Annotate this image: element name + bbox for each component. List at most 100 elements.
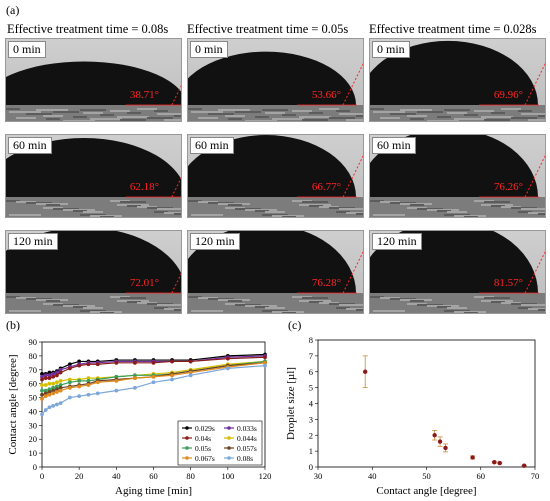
data-point [114, 378, 119, 383]
data-point [188, 370, 193, 375]
data-point [77, 394, 82, 399]
data-point [133, 360, 137, 365]
legend-entry: 0.05s [195, 444, 211, 453]
data-point [40, 412, 44, 417]
droplet-photo: 60 min 66.77° [187, 134, 364, 218]
data-point [40, 388, 44, 393]
data-point [263, 363, 267, 368]
y-tick-label: 7 [309, 351, 313, 361]
droplet-photo: 120 min 81.57° [369, 230, 546, 314]
x-tick-label: 120 [259, 471, 272, 481]
data-point [86, 383, 91, 387]
data-point [58, 385, 63, 390]
data-point [43, 373, 48, 378]
legend-entry: 0.08s [237, 454, 253, 463]
data-point [43, 383, 48, 387]
contact-angle-chart: 0 10 20 30 40 50 60 70 80 90 0 20 40 60 80 100 120 Aging … [7, 337, 272, 497]
data-point [51, 372, 56, 376]
x-tick-label: 0 [40, 471, 44, 481]
y-tick-label: 70 [29, 365, 38, 375]
data-point [263, 360, 267, 365]
contact-angle-value: 72.01° [129, 277, 159, 289]
data-point [67, 362, 72, 367]
data-point [67, 366, 72, 371]
data-point [43, 394, 48, 399]
data-point [54, 402, 59, 407]
data-point [51, 385, 56, 390]
data-point [54, 387, 59, 392]
legend-marker [185, 426, 189, 430]
data-point [47, 387, 52, 392]
y-tick-label: 0 [33, 462, 37, 472]
plot-frame [317, 339, 536, 468]
y-tick-label: 90 [29, 337, 38, 347]
legend-entry: 0.044s [237, 434, 257, 443]
data-point [263, 355, 267, 360]
data-point [47, 376, 52, 381]
data-point [47, 392, 52, 397]
y-tick-label: 4 [309, 399, 314, 409]
contact-angle-value: 69.96° [493, 89, 523, 101]
y-tick-label: 6 [309, 367, 313, 377]
time-label: 120 min [8, 233, 58, 250]
data-point [58, 388, 63, 393]
data-point [58, 383, 63, 387]
data-point [43, 388, 48, 393]
data-point [497, 460, 502, 466]
legend-marker [227, 446, 231, 450]
data-point [58, 378, 63, 383]
legend-entry: 0.033s [237, 424, 257, 433]
data-point [188, 373, 193, 378]
contact-angle-value: 76.28° [311, 277, 341, 289]
x-axis-label: Aging time [min] [115, 485, 192, 497]
data-point [77, 378, 82, 383]
data-point [188, 359, 193, 364]
droplet-photo: 0 min 38.71° [5, 38, 182, 122]
column-title: Effective treatment time = 0.05s [187, 22, 349, 36]
y-tick-label: 8 [309, 335, 313, 345]
data-point [77, 363, 82, 368]
y-tick-label: 3 [309, 414, 313, 424]
contact-angle-value: 76.26° [493, 181, 523, 193]
column-title: Effective treatment time = 0.08s [7, 22, 169, 36]
data-point [47, 390, 52, 394]
x-tick-label: 60 [149, 471, 158, 481]
data-point [151, 360, 156, 365]
droplet-photo: 60 min 76.26° [369, 134, 546, 218]
data-point [43, 408, 48, 412]
data-point [58, 401, 63, 406]
contact-angle-value: 66.77° [311, 181, 341, 193]
data-point [40, 397, 44, 401]
time-label: 120 min [372, 233, 422, 250]
data-point [133, 385, 137, 390]
y-axis-label: Contact angle [degree] [7, 354, 19, 454]
legend-entry: 0.067s [195, 454, 215, 463]
column-title: Effective treatment time = 0.028s [369, 22, 537, 36]
time-label: 60 min [190, 137, 234, 154]
data-point [67, 385, 72, 390]
legend-entry: 0.04s [195, 434, 211, 443]
data-point [40, 374, 44, 379]
data-point [40, 372, 44, 376]
x-tick-label: 40 [368, 471, 377, 481]
data-point [86, 392, 91, 397]
data-point [54, 384, 59, 389]
y-tick-label: 10 [29, 448, 38, 458]
data-point [114, 374, 119, 379]
contact-angle-value: 81.57° [493, 277, 523, 289]
data-point [77, 384, 82, 389]
y-tick-label: 40 [29, 406, 38, 416]
data-point [470, 455, 475, 460]
data-point [114, 360, 119, 365]
data-point [432, 433, 437, 438]
legend-marker [185, 456, 189, 460]
legend-marker [185, 436, 189, 440]
data-point [170, 377, 174, 382]
droplet-photo: 60 min 62.18° [5, 134, 182, 218]
data-point [40, 383, 44, 387]
data-point [521, 463, 527, 468]
y-tick-label: 30 [29, 420, 38, 430]
data-point [362, 369, 368, 374]
x-tick-label: 40 [112, 471, 121, 481]
contact-angle-value: 62.18° [129, 181, 159, 193]
